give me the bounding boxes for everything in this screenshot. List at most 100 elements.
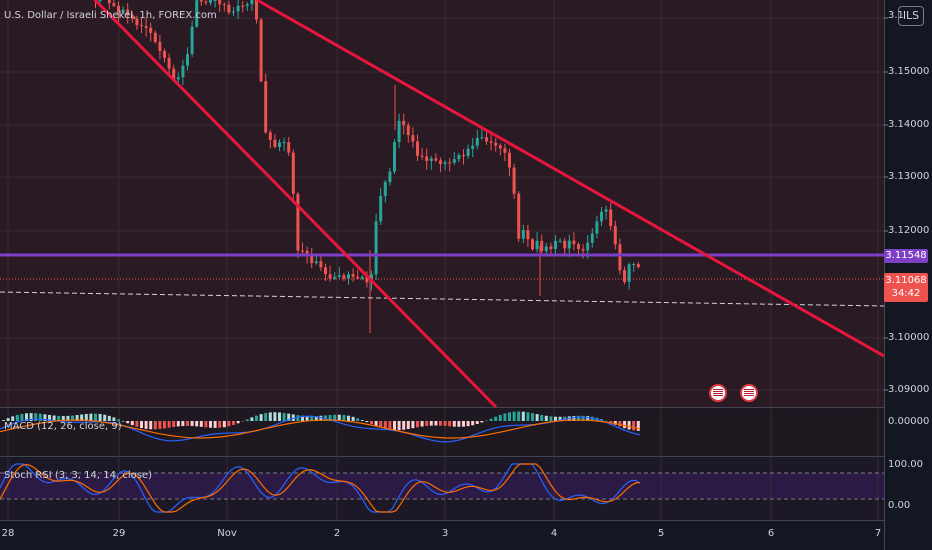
candle-body [554, 240, 557, 249]
macd-histogram-bar [66, 415, 70, 421]
y-axis-label: 3.14000 [888, 119, 930, 130]
candle-body [287, 142, 291, 153]
x-axis-label: Nov [217, 528, 237, 539]
candle-body [540, 240, 544, 252]
candle-body [227, 4, 231, 13]
macd-histogram-bar [107, 415, 111, 421]
macd-histogram-bar [167, 421, 171, 428]
macd-histogram-bar [117, 419, 120, 421]
y-axis-label: 3.12000 [888, 225, 930, 236]
candle-body [236, 5, 240, 12]
candle-body [595, 221, 599, 234]
macd-histogram-bar [604, 420, 608, 422]
y-axis-label: 3.13000 [888, 171, 930, 182]
macd-histogram-bar [314, 416, 318, 421]
candle-body [558, 240, 562, 242]
macd-signal-line [0, 419, 641, 439]
macd-histogram-bar [609, 421, 613, 423]
y-axis-label: 3.09000 [888, 384, 930, 395]
candle-body [351, 274, 355, 277]
x-axis-label: 4 [550, 528, 558, 539]
candle-body [222, 4, 226, 6]
candle-body [544, 246, 548, 252]
macd-histogram-bar [291, 414, 295, 421]
candle-body [503, 148, 507, 153]
macd-histogram-bar [121, 421, 125, 422]
currency-button[interactable]: ILS [898, 6, 924, 26]
candle-body [613, 226, 617, 245]
x-axis-label: 29 [112, 528, 126, 539]
candle-body [636, 263, 640, 268]
macd-histogram-bar [613, 421, 617, 425]
macd-histogram-bar [264, 413, 268, 421]
macd-histogram-bar [356, 418, 360, 421]
macd-histogram-bar [52, 415, 56, 421]
macd-histogram-bar [379, 421, 383, 428]
macd-histogram-bar [259, 414, 263, 421]
candle-body [204, 1, 208, 3]
macd-histogram-bar [241, 421, 245, 422]
macd-histogram-bar [268, 412, 272, 421]
candle-body [397, 120, 401, 143]
us-flag-event-icon[interactable] [709, 384, 727, 402]
macd-histogram-bar [535, 414, 539, 421]
candle-body [195, 0, 199, 27]
candle-body [98, 0, 102, 1]
macd-histogram-bar [222, 421, 226, 428]
candle-body [250, 0, 254, 5]
macd-histogram-bar [218, 421, 222, 428]
candle-body [296, 193, 300, 251]
y-axis-label: 3.1 [888, 10, 904, 21]
candles [94, 0, 640, 333]
candle-body [443, 162, 447, 164]
candle-body [301, 250, 304, 252]
macd-histogram-bar [526, 412, 530, 421]
candle-body [604, 209, 608, 212]
macd-histogram-bar [84, 413, 88, 421]
macd-histogram-bar [158, 421, 162, 429]
x-axis-label: 28 [1, 528, 15, 539]
macd-histogram-bar [250, 417, 254, 421]
candle-body [485, 137, 488, 142]
us-flag-event-icon[interactable] [740, 384, 758, 402]
candle-body [393, 142, 396, 172]
candle-body [117, 5, 120, 13]
macd-histogram-bar [632, 421, 636, 431]
macd-histogram-bar [466, 421, 470, 427]
candle-body [567, 240, 571, 249]
macd-histogram-bar [34, 413, 38, 421]
macd-histogram-bar [475, 421, 479, 425]
macd-pane-bg [0, 409, 884, 456]
candle-body [549, 246, 553, 249]
macd-histogram-bar [199, 421, 203, 427]
macd-histogram-bar [282, 412, 286, 421]
macd-histogram-bar [508, 412, 511, 421]
candle-body [535, 240, 539, 250]
macd-histogram-bar [89, 413, 93, 421]
candle-body [577, 244, 580, 249]
macd-histogram-bar [149, 421, 153, 430]
stoch-rsi-title[interactable]: Stoch RSI (3, 3, 14, 14, close) [4, 470, 152, 481]
macd-histogram-bar [540, 414, 544, 421]
candle-body [489, 141, 493, 143]
candle-body [190, 26, 194, 55]
candle-body [278, 142, 281, 148]
candle-body [282, 142, 286, 144]
macd-histogram-bar [57, 415, 61, 421]
macd-histogram-bar [485, 420, 488, 422]
candle-body [563, 240, 567, 249]
macd-histogram-bar [554, 416, 557, 421]
candle-body [379, 195, 383, 222]
macd-histogram-bar [255, 415, 258, 421]
macd-histogram-bar [383, 421, 387, 429]
macd-histogram-bar [209, 421, 212, 428]
candle-body [494, 142, 498, 146]
macd-title[interactable]: MACD (12, 26, close, 9) [4, 421, 122, 432]
macd-histogram-bar [471, 421, 475, 426]
macd-histogram-bar [333, 414, 337, 421]
x-axis-label: 6 [767, 528, 775, 539]
symbol-title[interactable]: U.S. Dollar / Israeli Shekel, 1h, FOREX.… [4, 10, 217, 21]
macd-histogram-bar [287, 413, 291, 421]
